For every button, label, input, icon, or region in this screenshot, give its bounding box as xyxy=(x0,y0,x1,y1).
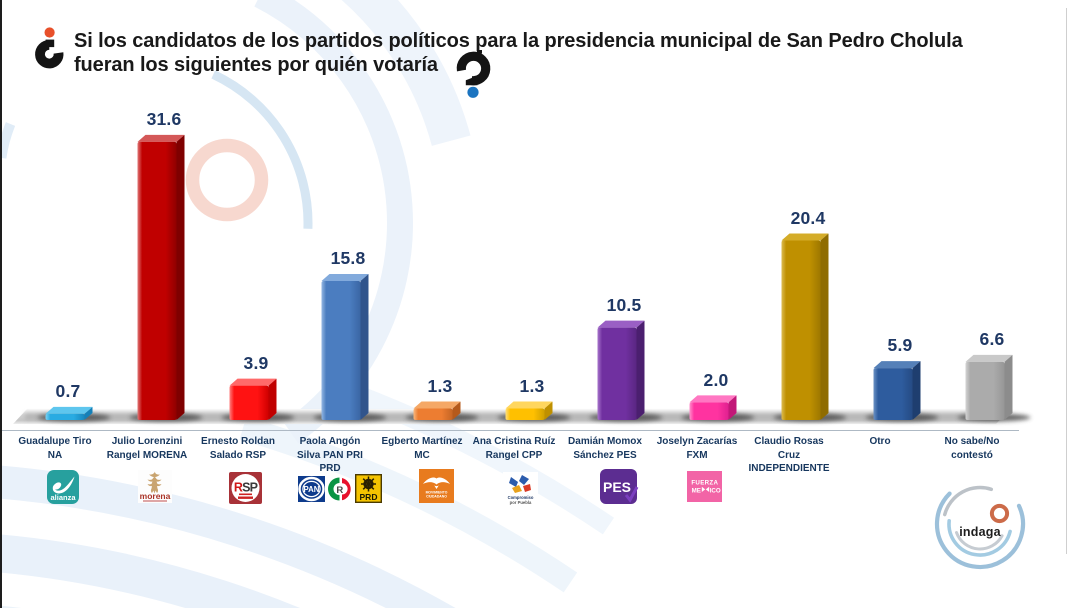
svg-text:RSP: RSP xyxy=(234,481,258,495)
svg-text:ME: ME xyxy=(692,488,701,495)
svg-text:PES: PES xyxy=(603,479,631,495)
svg-text:indaga: indaga xyxy=(959,525,1001,539)
svg-text:FUERZA: FUERZA xyxy=(691,480,718,487)
svg-text:Compromiso: Compromiso xyxy=(508,495,534,500)
svg-text:MOVIMIENTO: MOVIMIENTO xyxy=(426,491,448,495)
svg-text:PRD: PRD xyxy=(360,492,378,502)
svg-text:PAN: PAN xyxy=(304,485,320,494)
svg-text:CIUDADANO: CIUDADANO xyxy=(426,495,447,499)
svg-text:por Puebla: por Puebla xyxy=(510,500,532,505)
svg-text:morena: morena xyxy=(140,491,171,501)
svg-text:R: R xyxy=(336,485,343,496)
svg-text:ICO: ICO xyxy=(710,488,721,495)
svg-text:alianza: alianza xyxy=(50,493,76,502)
